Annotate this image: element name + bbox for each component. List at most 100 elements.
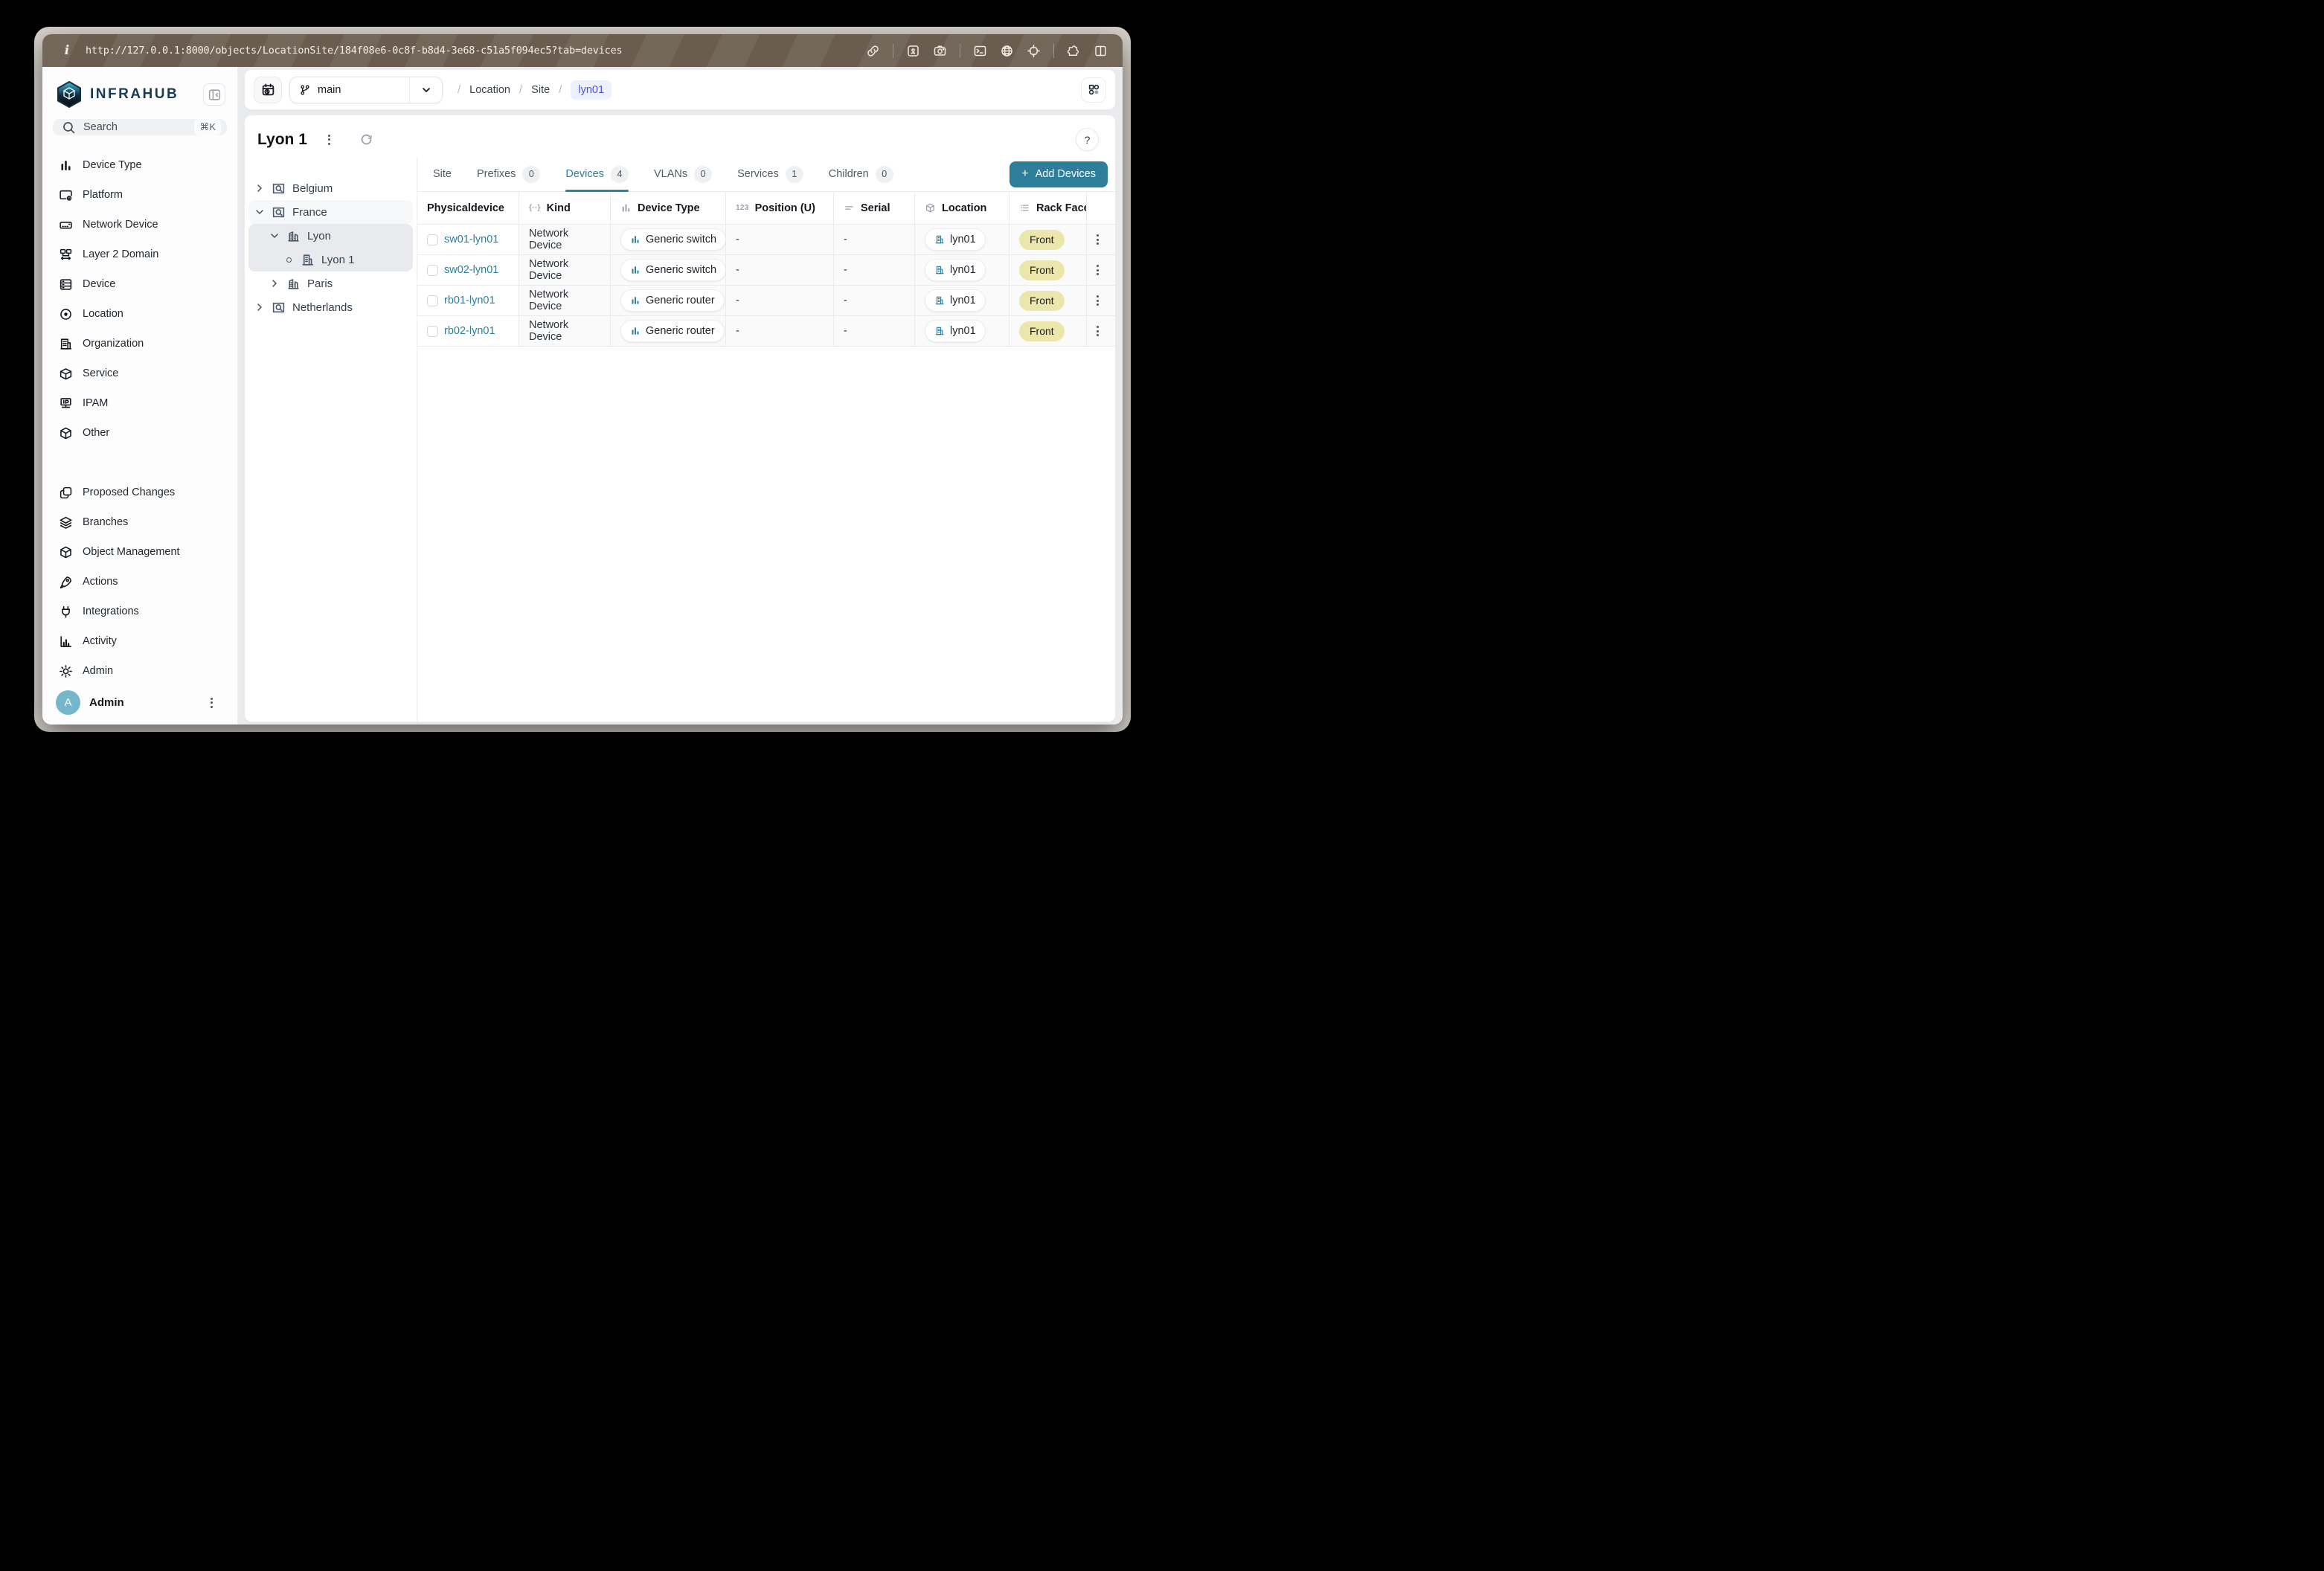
building-icon xyxy=(935,327,944,335)
row-kebab-icon[interactable] xyxy=(1097,326,1108,336)
sidebar-item-ipam[interactable]: IPAM xyxy=(53,388,227,418)
sidebar-item-proposed-changes[interactable]: Proposed Changes xyxy=(53,478,227,507)
user-menu[interactable]: A Admin xyxy=(53,686,227,716)
column-header-serial[interactable]: Serial xyxy=(834,192,915,225)
avatar: A xyxy=(56,690,80,715)
sidebar-item-other[interactable]: Other xyxy=(53,418,227,448)
sidebar-item-platform[interactable]: Platform xyxy=(53,180,227,210)
device-type-pill[interactable]: Generic router xyxy=(620,289,725,312)
gallery-icon[interactable] xyxy=(906,44,920,58)
tree-item-netherlands[interactable]: Netherlands xyxy=(248,295,413,319)
column-label: Physicaldevice xyxy=(427,202,504,214)
sidebar-item-device[interactable]: Device xyxy=(53,269,227,299)
table-row[interactable]: rb02-lyn01 Network Device Generic router… xyxy=(417,316,1115,347)
tree-item-france[interactable]: France xyxy=(248,200,413,224)
device-type-pill[interactable]: Generic router xyxy=(620,320,725,342)
view-switcher-button[interactable] xyxy=(1081,77,1106,103)
sidebar-item-device-type[interactable]: Device Type xyxy=(53,150,227,180)
tree-item-belgium[interactable]: Belgium xyxy=(248,176,413,200)
device-link[interactable]: sw01-lyn01 xyxy=(444,234,499,245)
column-header-location[interactable]: Location xyxy=(915,192,1009,225)
device-type-pill[interactable]: Generic switch xyxy=(620,259,727,281)
sidebar-item-layer2-domain[interactable]: Layer 2 Domain xyxy=(53,240,227,269)
sidebar-item-label: Organization xyxy=(83,338,144,350)
sidebar-item-activity[interactable]: Activity xyxy=(53,626,227,656)
tab-children[interactable]: Children 0 xyxy=(829,157,893,191)
sidebar-item-label: Layer 2 Domain xyxy=(83,248,159,260)
column-header-position[interactable]: 123 Position (U) xyxy=(726,192,834,225)
serial-cell: - xyxy=(834,225,915,255)
search-input[interactable]: Search ⌘K xyxy=(53,119,227,135)
row-checkbox[interactable] xyxy=(427,325,438,337)
time-travel-button[interactable] xyxy=(254,76,282,103)
terminal-icon[interactable] xyxy=(973,44,987,58)
object-kebab-icon[interactable] xyxy=(327,134,341,145)
desktop-frame: i http://127.0.0.1:8000/objects/Location… xyxy=(34,27,1131,732)
location-pill[interactable]: lyn01 xyxy=(925,320,986,342)
table-row[interactable]: sw01-lyn01 Network Device Generic switch… xyxy=(417,225,1115,255)
device-link[interactable]: sw02-lyn01 xyxy=(444,264,499,276)
branch-selector[interactable]: main xyxy=(289,76,443,103)
bar-chart-icon xyxy=(632,266,639,274)
row-kebab-icon[interactable] xyxy=(1097,265,1108,275)
list-icon xyxy=(1021,205,1029,211)
sidebar-item-branches[interactable]: Branches xyxy=(53,507,227,537)
breadcrumb-item-site[interactable]: Site xyxy=(531,83,550,96)
column-header-rack-face[interactable]: Rack Face xyxy=(1009,192,1087,225)
tree-item-lyon[interactable]: Lyon xyxy=(248,224,413,248)
location-pill[interactable]: lyn01 xyxy=(925,259,986,281)
location-cell: lyn01 xyxy=(915,286,1009,316)
location-pill[interactable]: lyn01 xyxy=(925,289,986,312)
info-icon[interactable]: i xyxy=(64,43,70,58)
row-kebab-icon[interactable] xyxy=(1097,234,1108,245)
tab-services[interactable]: Services 1 xyxy=(737,157,803,191)
add-devices-button[interactable]: + Add Devices xyxy=(1009,161,1108,187)
device-link[interactable]: rb01-lyn01 xyxy=(444,295,495,306)
row-actions-cell xyxy=(1087,316,1115,347)
row-checkbox[interactable] xyxy=(427,264,438,276)
device-type-pill[interactable]: Generic switch xyxy=(620,228,727,251)
sidebar-item-organization[interactable]: Organization xyxy=(53,329,227,359)
sidebar-item-object-management[interactable]: Object Management xyxy=(53,537,227,567)
sidebar-item-network-device[interactable]: Network Device xyxy=(53,210,227,240)
sidebar-item-label: Device Type xyxy=(83,159,142,171)
tab-vlans[interactable]: VLANs 0 xyxy=(654,157,713,191)
column-header-physicaldevice[interactable]: Physicaldevice xyxy=(417,192,519,225)
tab-devices[interactable]: Devices 4 xyxy=(565,157,629,192)
tab-site[interactable]: Site xyxy=(433,157,452,191)
device-link[interactable]: rb02-lyn01 xyxy=(444,325,495,337)
row-checkbox[interactable] xyxy=(427,234,438,245)
sidebar-item-location[interactable]: Location xyxy=(53,299,227,329)
sidebar-item-service[interactable]: Service xyxy=(53,359,227,388)
sidebar-item-admin[interactable]: Admin xyxy=(53,656,227,686)
collapse-sidebar-button[interactable] xyxy=(203,83,225,106)
link-icon[interactable] xyxy=(866,44,880,58)
globe-icon[interactable] xyxy=(1000,44,1014,58)
help-button[interactable]: ? xyxy=(1076,128,1099,151)
camera-icon[interactable] xyxy=(933,44,947,58)
add-devices-label: Add Devices xyxy=(1035,168,1096,180)
breadcrumb-item-location[interactable]: Location xyxy=(469,83,510,96)
breadcrumb-current[interactable]: lyn01 xyxy=(571,80,612,100)
rocket-icon xyxy=(60,576,72,588)
address-url[interactable]: http://127.0.0.1:8000/objects/LocationSi… xyxy=(86,45,623,57)
split-view-icon[interactable] xyxy=(1094,44,1108,58)
table-row[interactable]: sw02-lyn01 Network Device Generic switch… xyxy=(417,255,1115,286)
tree-item-paris[interactable]: Paris xyxy=(248,272,413,295)
sidebar-item-actions[interactable]: Actions xyxy=(53,567,227,597)
column-header-device-type[interactable]: Device Type xyxy=(611,192,726,225)
target-icon[interactable] xyxy=(1027,44,1041,58)
refresh-icon[interactable] xyxy=(359,132,373,147)
extensions-icon[interactable] xyxy=(1067,44,1081,58)
user-kebab-icon[interactable] xyxy=(211,697,224,708)
row-kebab-icon[interactable] xyxy=(1097,295,1108,306)
table-row[interactable]: rb01-lyn01 Network Device Generic router… xyxy=(417,286,1115,316)
column-header-kind[interactable]: {··} Kind xyxy=(519,192,611,225)
tree-item-lyon1[interactable]: Lyon 1 xyxy=(248,248,413,272)
tab-prefixes[interactable]: Prefixes 0 xyxy=(477,157,541,191)
location-pill[interactable]: lyn01 xyxy=(925,228,986,251)
branch-dropdown-toggle[interactable] xyxy=(409,77,442,103)
sidebar-item-integrations[interactable]: Integrations xyxy=(53,597,227,626)
row-checkbox[interactable] xyxy=(427,295,438,306)
kind-cell: Network Device xyxy=(519,316,611,347)
